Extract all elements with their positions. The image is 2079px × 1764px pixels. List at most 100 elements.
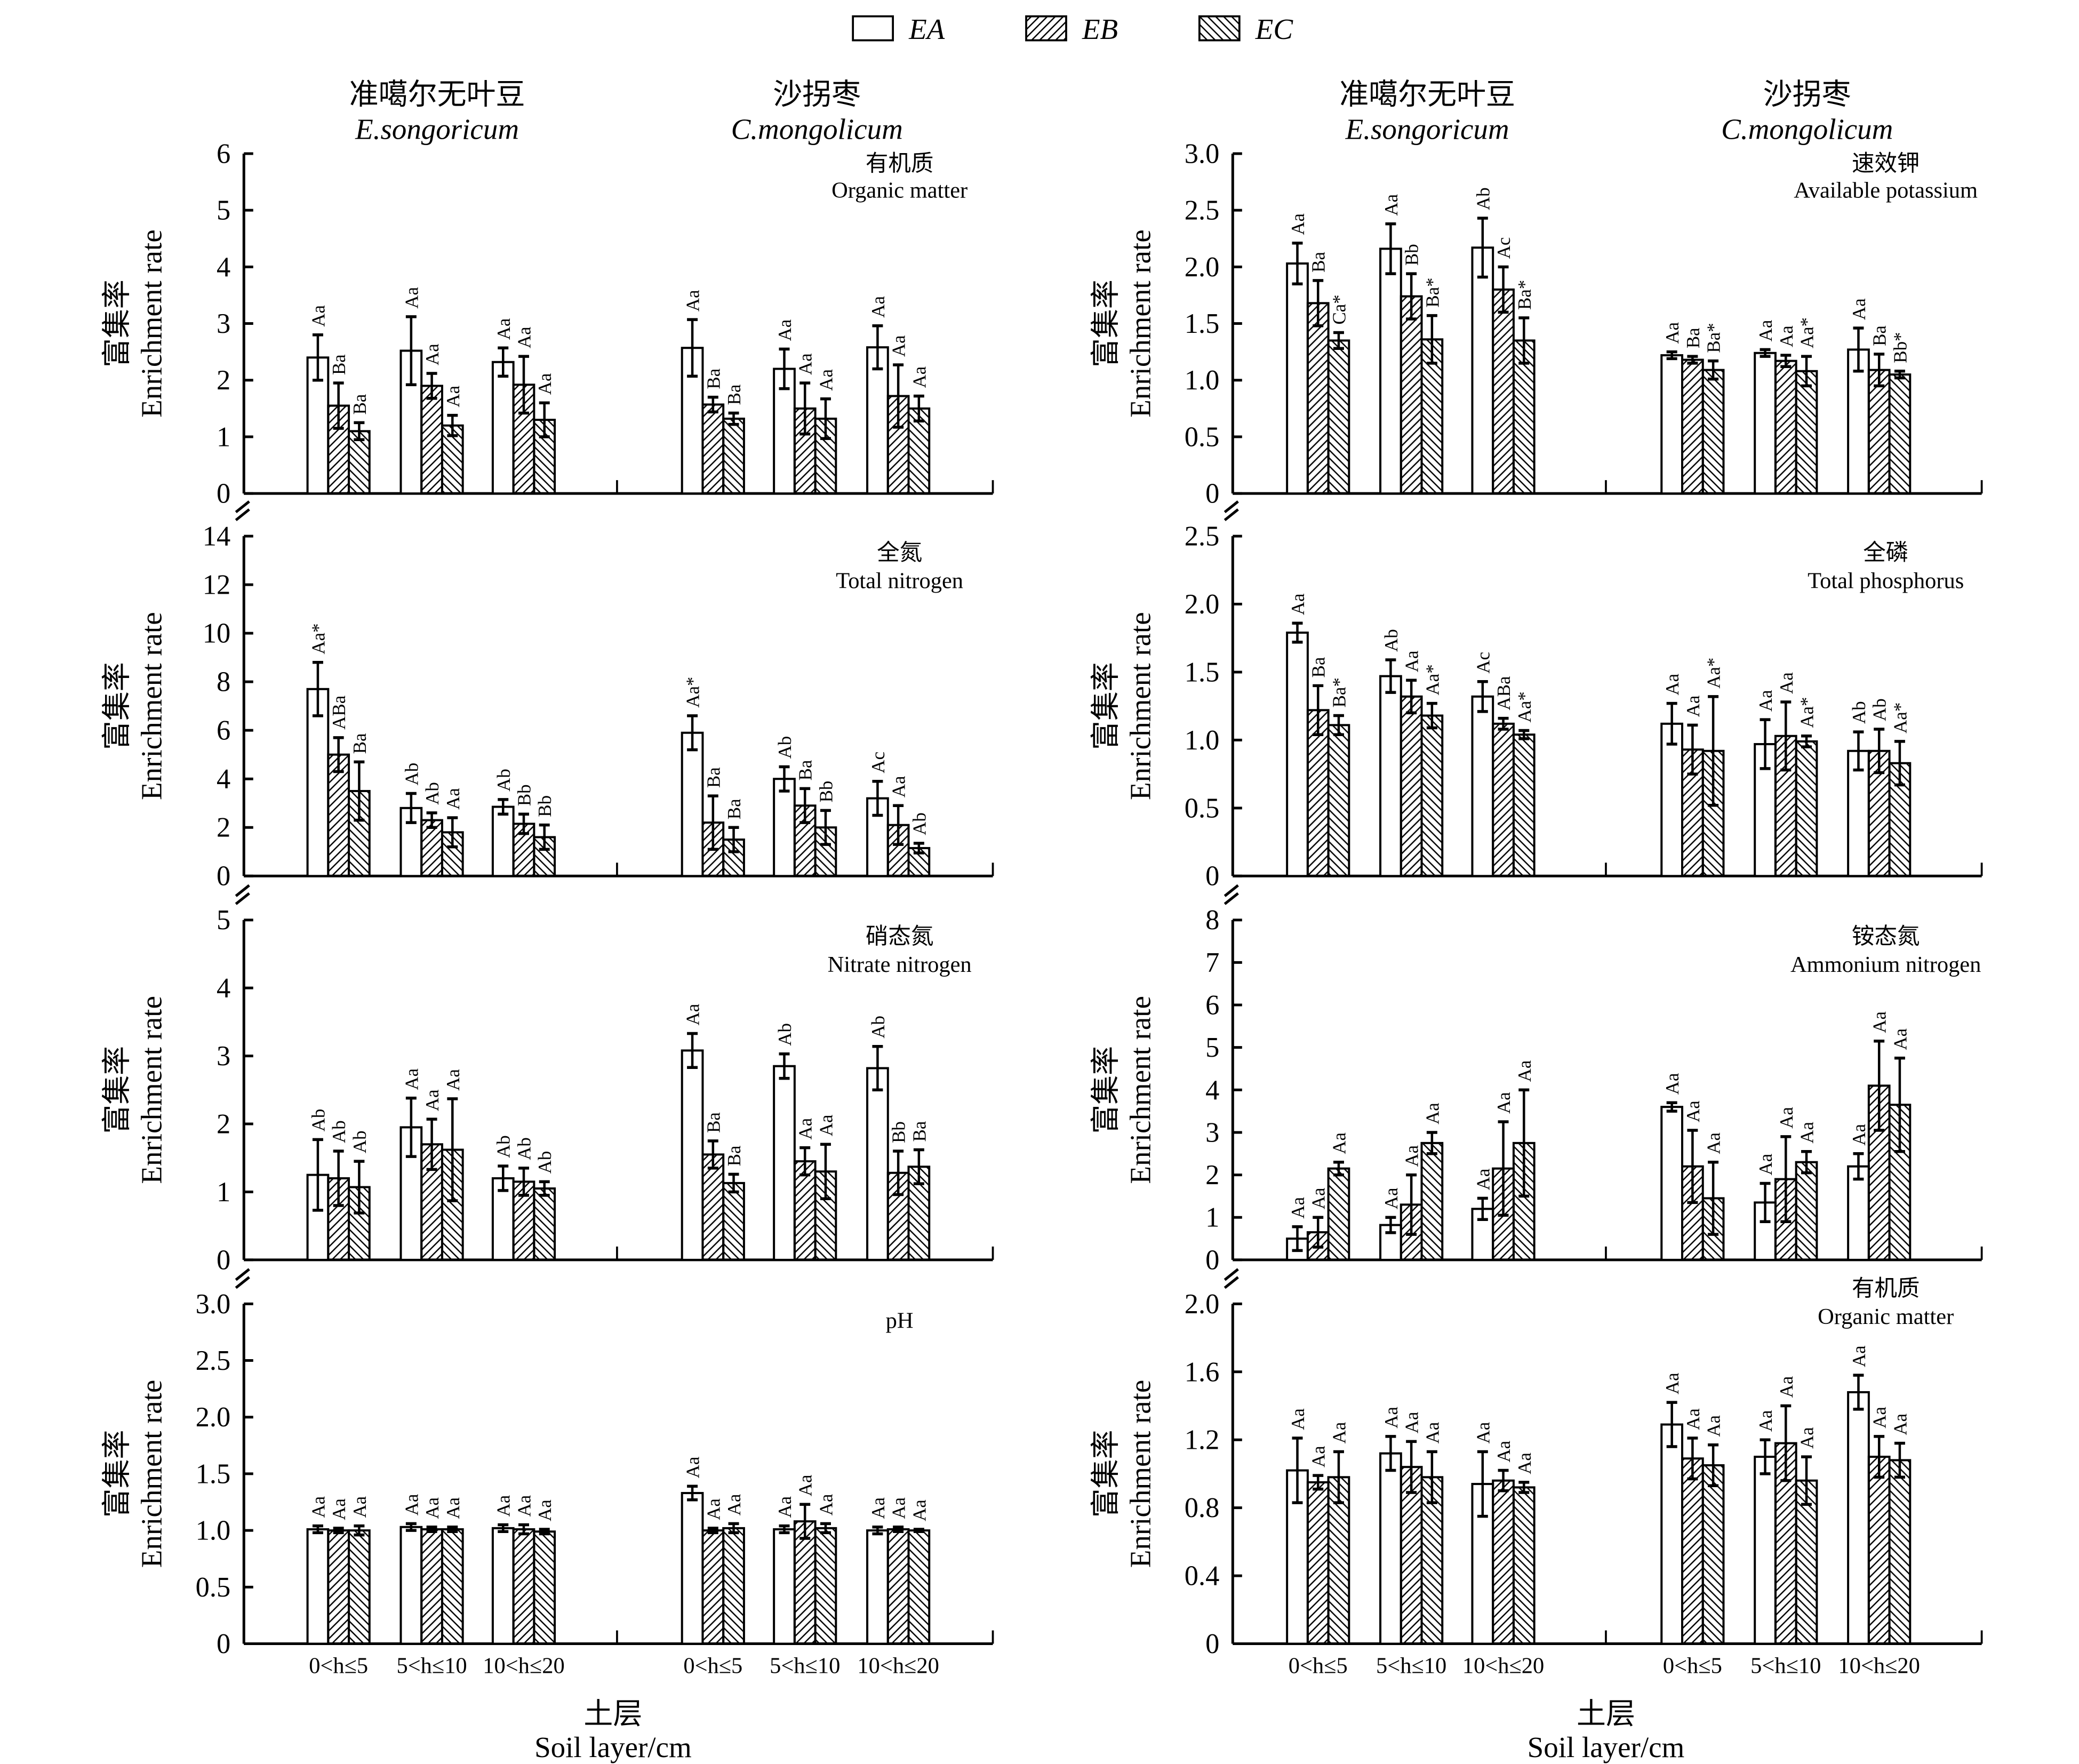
bar-ea <box>306 1528 330 1645</box>
bar-ea <box>681 1492 704 1645</box>
significance-label: Aa <box>534 1499 555 1521</box>
x-tick-label: 5<h≤10 <box>1750 1653 1821 1678</box>
legend-swatch-ea <box>852 15 894 42</box>
y-axis-title-en: Enrichment rate <box>135 612 167 800</box>
significance-label: Ab <box>349 1130 370 1153</box>
y-tick-label: 1 <box>217 1177 230 1208</box>
significance-label: Ba* <box>1704 323 1724 353</box>
panel-title-en: Ammonium nitrogen <box>1790 952 1981 977</box>
y-tick-label: 2.5 <box>1185 521 1220 552</box>
header-species1-cn-right: 准噶尔无叶豆 <box>1339 78 1515 110</box>
bar-ec <box>533 1187 556 1261</box>
y-tick-label: 3.0 <box>196 1289 231 1320</box>
x-tick-label: 10<h≤20 <box>1838 1653 1920 1678</box>
significance-label: Ba <box>1869 325 1890 346</box>
significance-label: Aa <box>815 1114 836 1136</box>
bar-ec <box>907 407 931 495</box>
header-species1-cn-left: 准噶尔无叶豆 <box>349 78 525 110</box>
significance-label: Aa <box>514 326 534 348</box>
significance-label: Aa <box>703 1498 724 1520</box>
significance-label: Aa <box>308 1496 329 1518</box>
y-axis-title-cn: 富集率 <box>1089 1046 1122 1134</box>
y-tick-label: 0 <box>1205 1629 1219 1659</box>
y-axis-title-cn: 富集率 <box>1089 1430 1122 1518</box>
y-tick-label: 3 <box>217 1041 230 1072</box>
bar-eb <box>886 1528 910 1645</box>
bar-eb <box>701 1529 725 1645</box>
bar-ea <box>491 361 515 495</box>
y-tick-label: 1.6 <box>1185 1356 1220 1387</box>
significance-label: Bb <box>889 1121 909 1143</box>
significance-label: Ba <box>1308 252 1329 273</box>
bar-eb <box>701 403 725 495</box>
y-tick-label: 2.5 <box>196 1345 231 1376</box>
significance-label: Aa <box>1329 1422 1349 1443</box>
bar-ea <box>491 805 515 877</box>
significance-label: Aa <box>909 1499 930 1521</box>
significance-label: Aa <box>1308 1187 1329 1209</box>
bar-eb <box>1492 1479 1515 1645</box>
species-headers: 准噶尔无叶豆 E.songoricum 沙拐枣 C.mongolicum 准噶尔… <box>349 78 1893 145</box>
y-tick-label: 10 <box>203 618 230 649</box>
panel-title-cn: 硝态氮 <box>866 924 933 949</box>
y-tick-label: 14 <box>203 521 230 552</box>
significance-label: Ac <box>1473 652 1493 674</box>
significance-label: Aa <box>1381 1187 1402 1209</box>
y-tick-label: 1 <box>217 421 230 452</box>
significance-label: Aa <box>329 1498 349 1520</box>
panel-title-cn: 全氮 <box>877 540 922 565</box>
significance-label: Ba <box>795 760 816 780</box>
bar-ea <box>773 1065 796 1261</box>
y-axis-title-en: Enrichment rate <box>1124 229 1156 418</box>
significance-label: Ba <box>724 799 745 819</box>
y-tick-label: 3.0 <box>1185 138 1220 169</box>
y-tick-label: 1.5 <box>1185 308 1220 339</box>
bar-ea <box>1471 246 1494 495</box>
significance-label: Aa <box>774 319 795 341</box>
bar-ea <box>306 688 330 877</box>
y-tick-label: 0 <box>217 861 230 892</box>
significance-label: Aa <box>889 1497 909 1519</box>
significance-label: Bb <box>1402 244 1422 266</box>
significance-label: Ba <box>703 767 724 788</box>
y-tick-label: 4 <box>217 764 230 795</box>
bar-ec <box>1795 1479 1818 1645</box>
bar-ea <box>773 778 796 877</box>
bar-ec <box>1795 370 1818 495</box>
significance-label: Aa <box>422 344 443 365</box>
panel-5: 0 1 2 3 4 5 富集率 Enrichment rate 硝态氮 Nitrate nitro… <box>100 884 994 1275</box>
significance-label: Ba <box>1683 328 1704 348</box>
significance-label: Aa <box>1288 213 1308 235</box>
significance-label: Aa <box>1683 1408 1704 1430</box>
y-axis-title-cn: 富集率 <box>1089 280 1122 368</box>
y-tick-label: 1.0 <box>1185 365 1220 396</box>
significance-label: Aa <box>443 1069 463 1091</box>
significance-label: Ba <box>349 733 370 754</box>
bar-ea <box>399 807 423 877</box>
significance-label: Aa* <box>1890 703 1910 733</box>
significance-label: Ba <box>703 368 724 389</box>
significance-label: Ba* <box>1514 280 1535 310</box>
x-tick-label: 0<h≤5 <box>683 1653 742 1678</box>
significance-label: Aa <box>401 287 422 309</box>
y-tick-label: 0.5 <box>1185 793 1220 824</box>
bar-eb <box>1492 722 1515 877</box>
y-tick-label: 1.0 <box>1185 725 1220 756</box>
significance-label: Aa <box>868 296 889 318</box>
significance-label: Aa <box>1288 1197 1308 1219</box>
y-tick-label: 0 <box>1205 861 1219 892</box>
y-tick-label: 2.5 <box>1185 195 1220 226</box>
significance-label: Ab <box>909 812 930 835</box>
bar-ec <box>533 1530 556 1645</box>
significance-label: Ca* <box>1329 294 1349 324</box>
bar-eb <box>512 1528 535 1645</box>
bar-eb <box>1681 1457 1704 1645</box>
xlabel-en-right: Soil layer/cm <box>1528 1731 1685 1763</box>
panel-title-en: Nitrate nitrogen <box>828 952 972 977</box>
panel-7: 0 0.5 1.0 1.5 2.0 2.5 3.0 富集率 Enrichment rate pH A… <box>100 1268 994 1678</box>
significance-label: Aa <box>1704 1132 1724 1154</box>
bar-eb <box>1867 369 1891 495</box>
significance-label: Aa <box>443 385 463 407</box>
bar-ec <box>814 1527 837 1645</box>
